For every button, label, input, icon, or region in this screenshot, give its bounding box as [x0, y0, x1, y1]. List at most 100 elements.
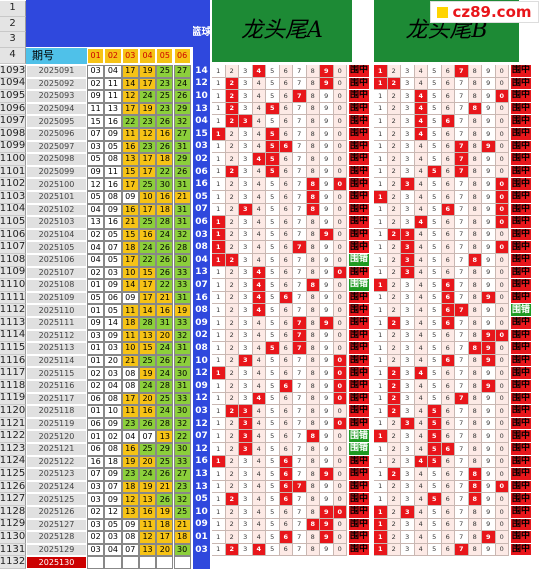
tail-a-digit: 5: [266, 317, 280, 330]
tail-a-digit: 1: [212, 468, 226, 481]
tail-b-digit: 6: [441, 216, 455, 229]
tail-b-digit: 9: [482, 480, 496, 494]
period-cell: 2025110: [26, 304, 87, 317]
red-ball-cell: 26: [138, 417, 157, 431]
red-ball-cell: 32: [173, 493, 191, 506]
tail-a-digit: 9: [320, 329, 334, 343]
tail-a-digit: 0: [333, 203, 347, 217]
tail-a-digit: 7: [293, 140, 307, 154]
tail-b-result: 围中: [511, 165, 531, 179]
tail-b-digit: 7: [455, 417, 469, 431]
tail-a-digit: 9: [320, 140, 334, 154]
red-ball-cell: 05: [104, 140, 122, 154]
tail-a-digit: 6: [279, 417, 293, 431]
red-ball-cell: 12: [87, 178, 105, 191]
tail-b-digit: 2: [387, 90, 401, 103]
tail-a-result: 围中: [349, 266, 369, 280]
red-ball-cell: 05: [104, 304, 122, 317]
tail-a-digit: 1: [212, 153, 226, 166]
tail-b-digit: 1: [374, 128, 388, 141]
tail-a-digit: 2: [225, 304, 239, 317]
red-ball-cell: 18: [104, 455, 122, 469]
tail-a-digit: 0: [333, 480, 347, 494]
tail-a-digit: 4: [252, 128, 266, 141]
tail-a-digit: 3: [239, 443, 253, 456]
red-ball-cell: 11: [104, 77, 122, 91]
tail-b-digit: 3: [401, 518, 415, 532]
tail-b-digit: 8: [468, 417, 482, 431]
tail-a-digit: 1: [212, 443, 226, 456]
red-ball-cell: 17: [138, 153, 157, 166]
tail-b-digit: 3: [401, 115, 415, 128]
tail-b-digit: 4: [414, 279, 428, 292]
blue-ball-cell: 12: [193, 77, 210, 91]
tail-a-digit: 1: [212, 455, 226, 469]
tail-b-digit: 5: [428, 468, 442, 481]
red-ball-cell: 04: [104, 543, 122, 557]
tail-a-digit: 4: [252, 405, 266, 418]
site-logo: cz89.com: [430, 1, 539, 23]
red-ball-cell: 02: [87, 380, 105, 393]
tail-a-digit: 7: [293, 468, 307, 481]
tail-a-digit: 9: [320, 493, 334, 506]
tail-a-digit: 9: [320, 266, 334, 280]
tail-b-result: 围中: [511, 367, 531, 380]
red-ball-cell: 24: [138, 380, 157, 393]
tail-b-digit: 5: [428, 405, 442, 418]
tail-b-digit: 8: [468, 115, 482, 128]
tail-a-digit: 5: [266, 291, 280, 305]
tail-b-digit: 7: [455, 291, 469, 305]
tail-b-digit: 0: [495, 317, 509, 330]
tail-b-digit: 6: [441, 417, 455, 431]
red-ball-cell: 13: [87, 216, 105, 229]
tail-a-digit: 5: [266, 392, 280, 406]
tail-b-digit: 9: [482, 203, 496, 217]
blue-ball-cell: 06: [193, 165, 210, 179]
tail-b-digit: 8: [468, 468, 482, 481]
tail-b-digit: 2: [387, 480, 401, 494]
tail-b-digit: 7: [455, 90, 469, 103]
tail-a-result: 围中: [349, 354, 369, 368]
tail-a-result: 围中: [349, 140, 369, 154]
tail-b-result: 围中: [511, 480, 531, 494]
tail-a-digit: 9: [320, 228, 334, 242]
tail-b-digit: 9: [482, 455, 496, 469]
red-ball-cell: 31: [173, 203, 191, 217]
tail-b-digit: 9: [482, 153, 496, 166]
tail-b-digit: 0: [495, 405, 509, 418]
red-ball-cell: 27: [173, 354, 191, 368]
red-ball-cell: 05: [87, 191, 105, 204]
tail-a-digit: 2: [225, 518, 239, 532]
period-cell: 2025102: [26, 203, 87, 217]
tail-b-digit: 3: [401, 531, 415, 544]
tail-a-digit: 7: [293, 291, 307, 305]
tail-b-digit: 5: [428, 443, 442, 456]
red-ball-cell: 13: [138, 329, 157, 343]
tail-b-digit: 5: [428, 380, 442, 393]
tail-b-digit: 6: [441, 241, 455, 254]
blue-ball-cell: 05: [193, 493, 210, 506]
blue-ball-cell: 05: [193, 191, 210, 204]
tail-b-digit: 8: [468, 304, 482, 317]
period-cell: 2025095: [26, 115, 87, 128]
tail-b-digit: 2: [387, 417, 401, 431]
tail-b-digit: 5: [428, 128, 442, 141]
red-ball-cell: 08: [121, 367, 139, 380]
row-number: 1122: [0, 430, 26, 443]
tail-b-result: 围中: [511, 266, 531, 280]
tail-a-digit: 1: [212, 65, 226, 78]
blue-ball-cell: 03: [193, 228, 210, 242]
tail-b-digit: 8: [468, 65, 482, 78]
tail-a-digit: 1: [212, 430, 226, 443]
tail-a-digit: 8: [306, 115, 320, 128]
tail-a-digit: 3: [239, 128, 253, 141]
red-ball-cell: 01: [87, 354, 105, 368]
tail-b-digit: 3: [401, 191, 415, 204]
tail-a-digit: 8: [306, 493, 320, 506]
number-header-5: 05: [156, 47, 174, 64]
tail-a-digit: 5: [266, 191, 280, 204]
tail-a-result: 围中: [349, 228, 369, 242]
tail-a-digit: 4: [252, 165, 266, 179]
red-ball-cell: 08: [121, 380, 139, 393]
tail-b-digit: 0: [495, 191, 509, 204]
